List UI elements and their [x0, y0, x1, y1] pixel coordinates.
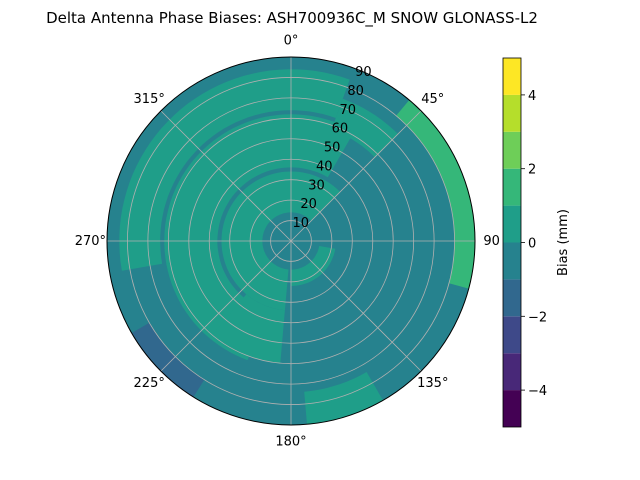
colorbar-swatch — [503, 316, 521, 354]
colorbar-tick-label: −4 — [528, 384, 547, 399]
bias-region-outer-ring-north — [119, 69, 350, 271]
colorbar-tick-label: 2 — [528, 163, 536, 178]
colorbar-swatch — [503, 58, 521, 95]
polar-grid — [106, 56, 476, 426]
radial-tick-label: 50 — [324, 141, 341, 156]
colorbar-swatch — [503, 242, 521, 280]
azimuth-gridline — [160, 240, 292, 372]
azimuth-gridline — [290, 110, 422, 242]
colorbar-swatch — [503, 168, 521, 206]
radial-tick-label: 30 — [308, 178, 325, 193]
colorbar-label: Bias (mm) — [556, 209, 571, 276]
radial-tick-label: 90 — [355, 65, 372, 80]
bias-region-southwest-edge-band — [131, 322, 205, 397]
radial-tick-label: 70 — [340, 103, 357, 118]
azimuth-tick-label: 135° — [417, 376, 448, 391]
colorbar: −4 −2 0 2 4 Bias (mm) — [502, 57, 571, 428]
radial-tick-label: 80 — [347, 84, 364, 99]
colorbar-tick-label: −2 — [528, 310, 547, 325]
colorbar-swatch — [503, 390, 521, 427]
bias-region-ring-northeast-upper — [331, 98, 398, 158]
colorbar-swatch — [503, 353, 521, 391]
radial-tick-label: 10 — [293, 216, 310, 231]
bias-region-inner-ring-south — [291, 246, 336, 286]
polar-outline — [106, 56, 476, 426]
azimuth-tick-label: 180° — [275, 435, 306, 450]
azimuth-gridline — [160, 110, 292, 242]
azimuth-tick-label: 225° — [134, 376, 165, 391]
bias-region-inner-ring — [221, 171, 341, 311]
colorbar-tick-label: 0 — [528, 237, 536, 252]
colorbar-swatch — [503, 279, 521, 317]
bias-region-east-edge-band — [396, 100, 475, 289]
azimuth-tick-label: 315° — [134, 92, 165, 107]
azimuth-tick-label: 45° — [421, 92, 444, 107]
colorbar-tick-label: 4 — [528, 89, 536, 104]
radial-tick-label: 20 — [300, 197, 317, 212]
radial-tick-label: 40 — [316, 159, 333, 174]
colorbar-swatch — [503, 94, 521, 132]
chart-title: Delta Antenna Phase Biases: ASH700936C_M… — [46, 9, 538, 28]
azimuth-gridline — [290, 240, 422, 372]
azimuth-tick-label: 0° — [284, 33, 299, 48]
bias-region-mid-ring-southwest — [212, 294, 285, 364]
bias-region-south-edge-patch — [304, 372, 383, 425]
polar-tick-labels: 0° 45° 90 135° 180° 225° 270° 315° 10 20 30 40 50 60 7… — [75, 33, 500, 449]
azimuth-tick-label: 270° — [75, 234, 106, 249]
bias-region-mid-ring-west — [164, 114, 355, 361]
colorbar-swatch — [503, 205, 521, 243]
radial-tick-label: 60 — [332, 122, 349, 137]
colorbar-swatch — [503, 131, 521, 169]
azimuth-tick-label: 90 — [483, 234, 500, 249]
